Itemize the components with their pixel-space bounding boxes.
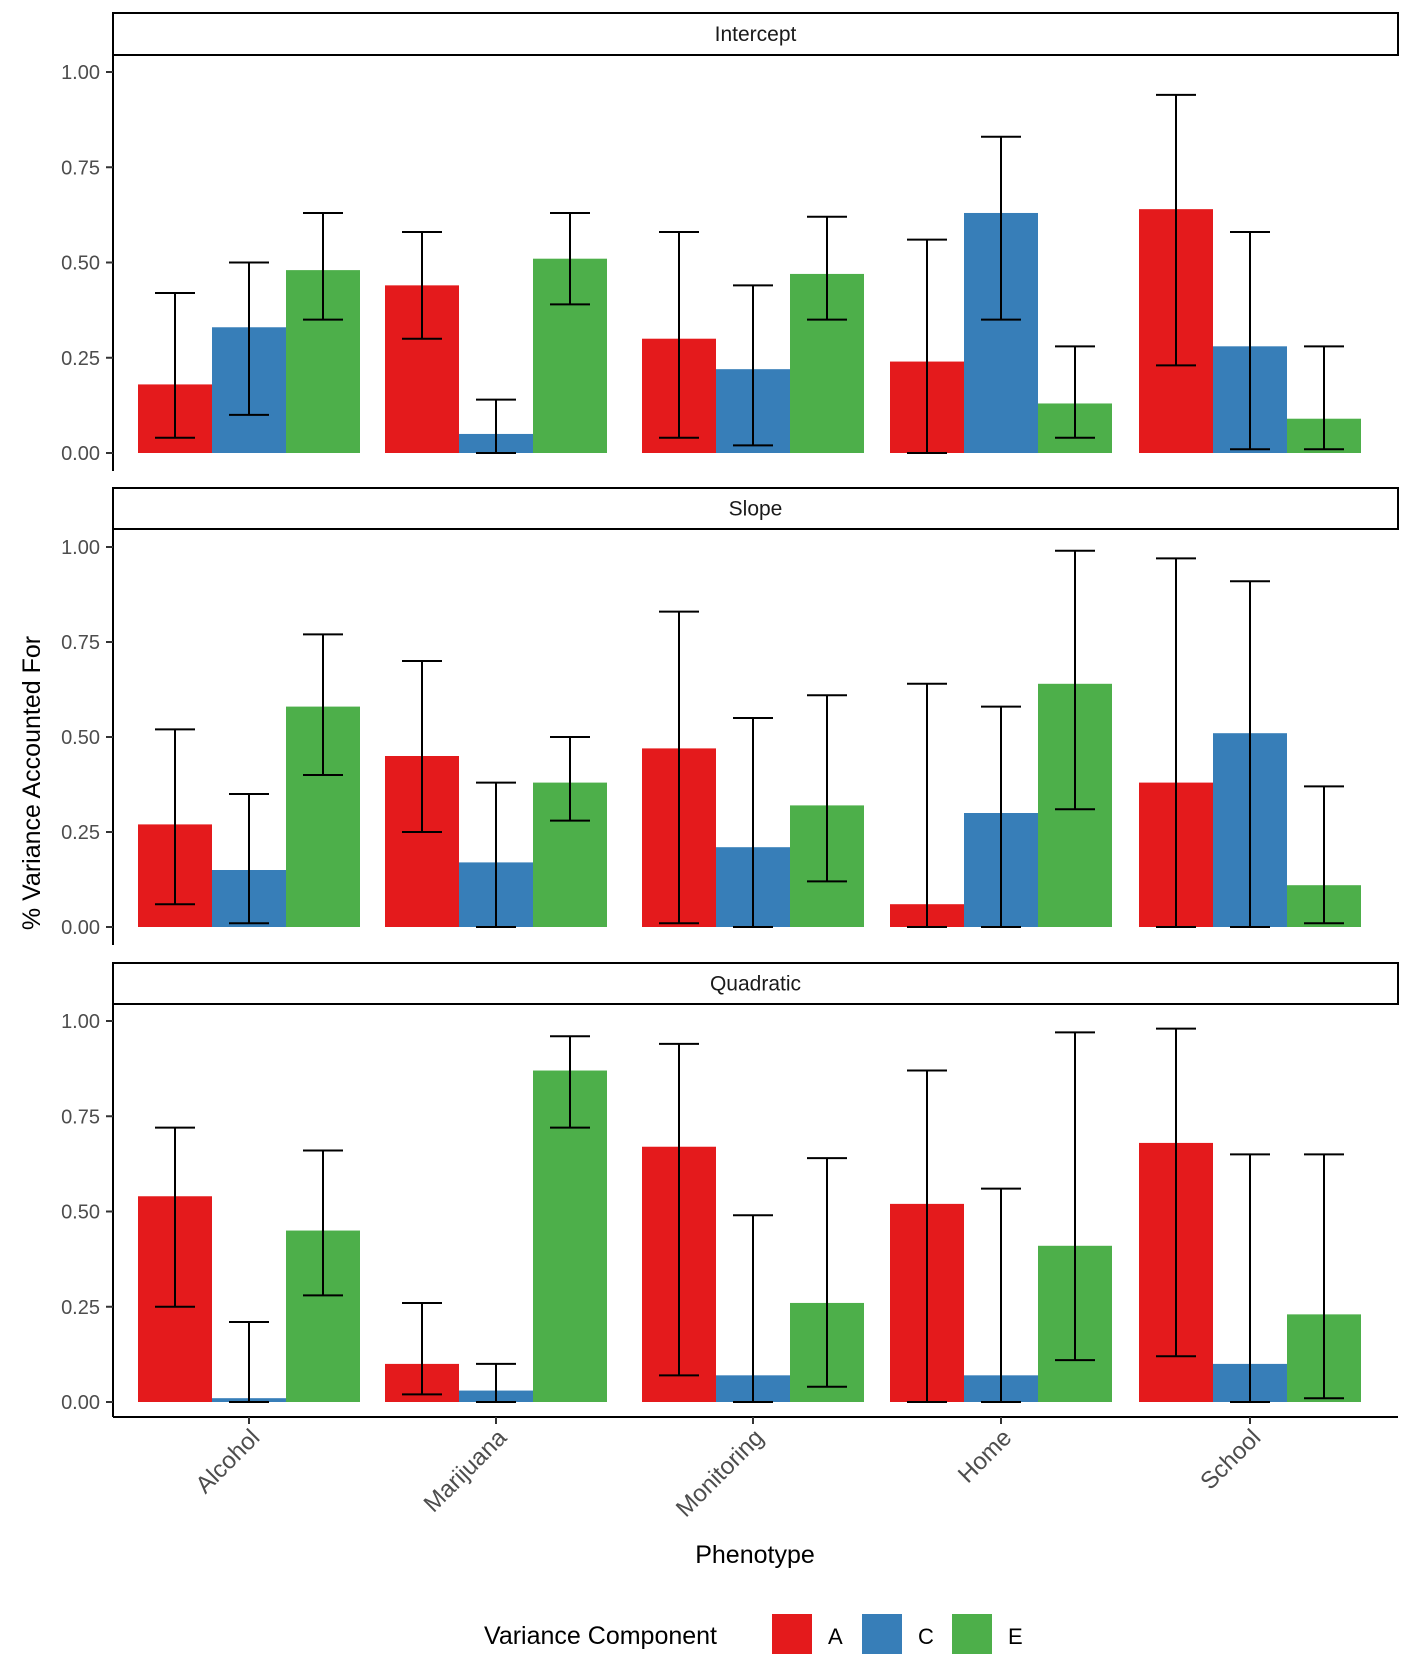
error-bar <box>402 231 442 340</box>
error-bar <box>733 1214 773 1403</box>
error-bar <box>981 705 1021 928</box>
legend-key-a <box>772 1614 812 1654</box>
y-tick-label: 1.00 <box>61 537 100 559</box>
facet-strip <box>112 487 1399 530</box>
error-bar <box>907 238 947 454</box>
error-bar <box>1304 345 1344 451</box>
y-tick-label: 0.25 <box>61 1297 100 1319</box>
y-tick-label: 0.50 <box>61 1202 100 1224</box>
error-bar <box>659 610 699 925</box>
error-bar <box>550 1035 590 1129</box>
error-bar <box>402 1301 442 1396</box>
error-bar <box>476 398 516 454</box>
y-tick-label: 1.00 <box>61 62 100 84</box>
error-bar <box>229 1320 269 1403</box>
legend-key-c <box>862 1614 902 1654</box>
error-bar <box>229 261 269 416</box>
y-tick-label: 1.00 <box>61 1011 100 1033</box>
legend-label-e: E <box>1008 1624 1023 1649</box>
error-bar <box>981 135 1021 321</box>
error-bar <box>155 728 195 906</box>
error-bar <box>1055 1031 1095 1362</box>
error-bar <box>303 633 343 776</box>
error-bar <box>807 215 847 321</box>
error-bar <box>981 1187 1021 1403</box>
x-tick-label: Monitoring <box>671 1424 769 1522</box>
error-bar <box>807 694 847 883</box>
facet-strip <box>112 962 1399 1005</box>
error-bar <box>1304 785 1344 925</box>
x-axis: Alcohol Marijuana Monitoring Home School <box>113 1416 1398 1522</box>
facet-strip <box>112 12 1399 56</box>
error-bar <box>907 1069 947 1403</box>
legend-label-c: C <box>918 1624 934 1649</box>
panel-quadratic: Quadratic 0.00 0.25 0.50 0.75 1.00 <box>61 962 1399 1417</box>
error-bar <box>659 1042 699 1377</box>
error-bar <box>1156 93 1196 367</box>
error-bar <box>155 291 195 439</box>
error-bar <box>1055 345 1095 439</box>
y-tick-label: 0.75 <box>61 632 100 654</box>
error-bar <box>1156 1027 1196 1358</box>
error-bar <box>155 1126 195 1308</box>
error-bar <box>1230 231 1270 451</box>
y-tick-label: 0.25 <box>61 822 100 844</box>
y-tick-label: 0.50 <box>61 253 100 275</box>
chart-panels: Intercept 0.00 0.25 0.50 0.75 1.00 Slope 0.00 0.… <box>61 12 1399 1417</box>
error-bar <box>733 284 773 447</box>
legend-key-e <box>952 1614 992 1654</box>
error-bar <box>476 781 516 928</box>
y-tick-label: 0.50 <box>61 727 100 749</box>
y-axis-title: % Variance Accounted For <box>18 636 46 930</box>
error-bar <box>550 211 590 306</box>
error-bar <box>733 717 773 928</box>
facet-strip-label: Slope <box>729 498 783 521</box>
error-bar <box>807 1157 847 1388</box>
legend-label-a: A <box>828 1624 843 1649</box>
error-bar <box>1230 580 1270 928</box>
error-bar <box>1230 1153 1270 1403</box>
x-tick-label: Alcohol <box>190 1424 265 1499</box>
error-bar <box>476 1362 516 1403</box>
y-tick-label: 0.25 <box>61 348 100 370</box>
y-tick-label: 0.00 <box>61 443 100 465</box>
error-bar <box>402 660 442 833</box>
error-bar <box>303 1149 343 1297</box>
x-axis-title: Phenotype <box>695 1541 815 1569</box>
legend: Variance Component A C E <box>484 1614 1023 1654</box>
error-bar <box>1055 549 1095 811</box>
legend-title: Variance Component <box>484 1622 717 1650</box>
y-tick-label: 0.75 <box>61 157 100 179</box>
error-bar <box>229 793 269 925</box>
error-bar <box>1156 557 1196 928</box>
x-tick-label: Home <box>953 1424 1017 1488</box>
x-tick-label: Marijuana <box>419 1424 513 1518</box>
panel-intercept: Intercept 0.00 0.25 0.50 0.75 1.00 <box>61 12 1399 471</box>
x-tick-label: School <box>1195 1424 1266 1495</box>
y-tick-label: 0.00 <box>61 1392 100 1414</box>
error-bar <box>303 211 343 321</box>
error-bar <box>907 682 947 928</box>
facet-strip-label: Quadratic <box>710 973 801 996</box>
error-bar <box>659 231 699 439</box>
error-bar <box>1304 1153 1344 1400</box>
error-bar <box>550 736 590 822</box>
y-tick-label: 0.00 <box>61 917 100 939</box>
facet-strip-label: Intercept <box>715 23 797 46</box>
panel-slope: Slope 0.00 0.25 0.50 0.75 1.00 <box>61 487 1399 945</box>
y-tick-label: 0.75 <box>61 1106 100 1128</box>
